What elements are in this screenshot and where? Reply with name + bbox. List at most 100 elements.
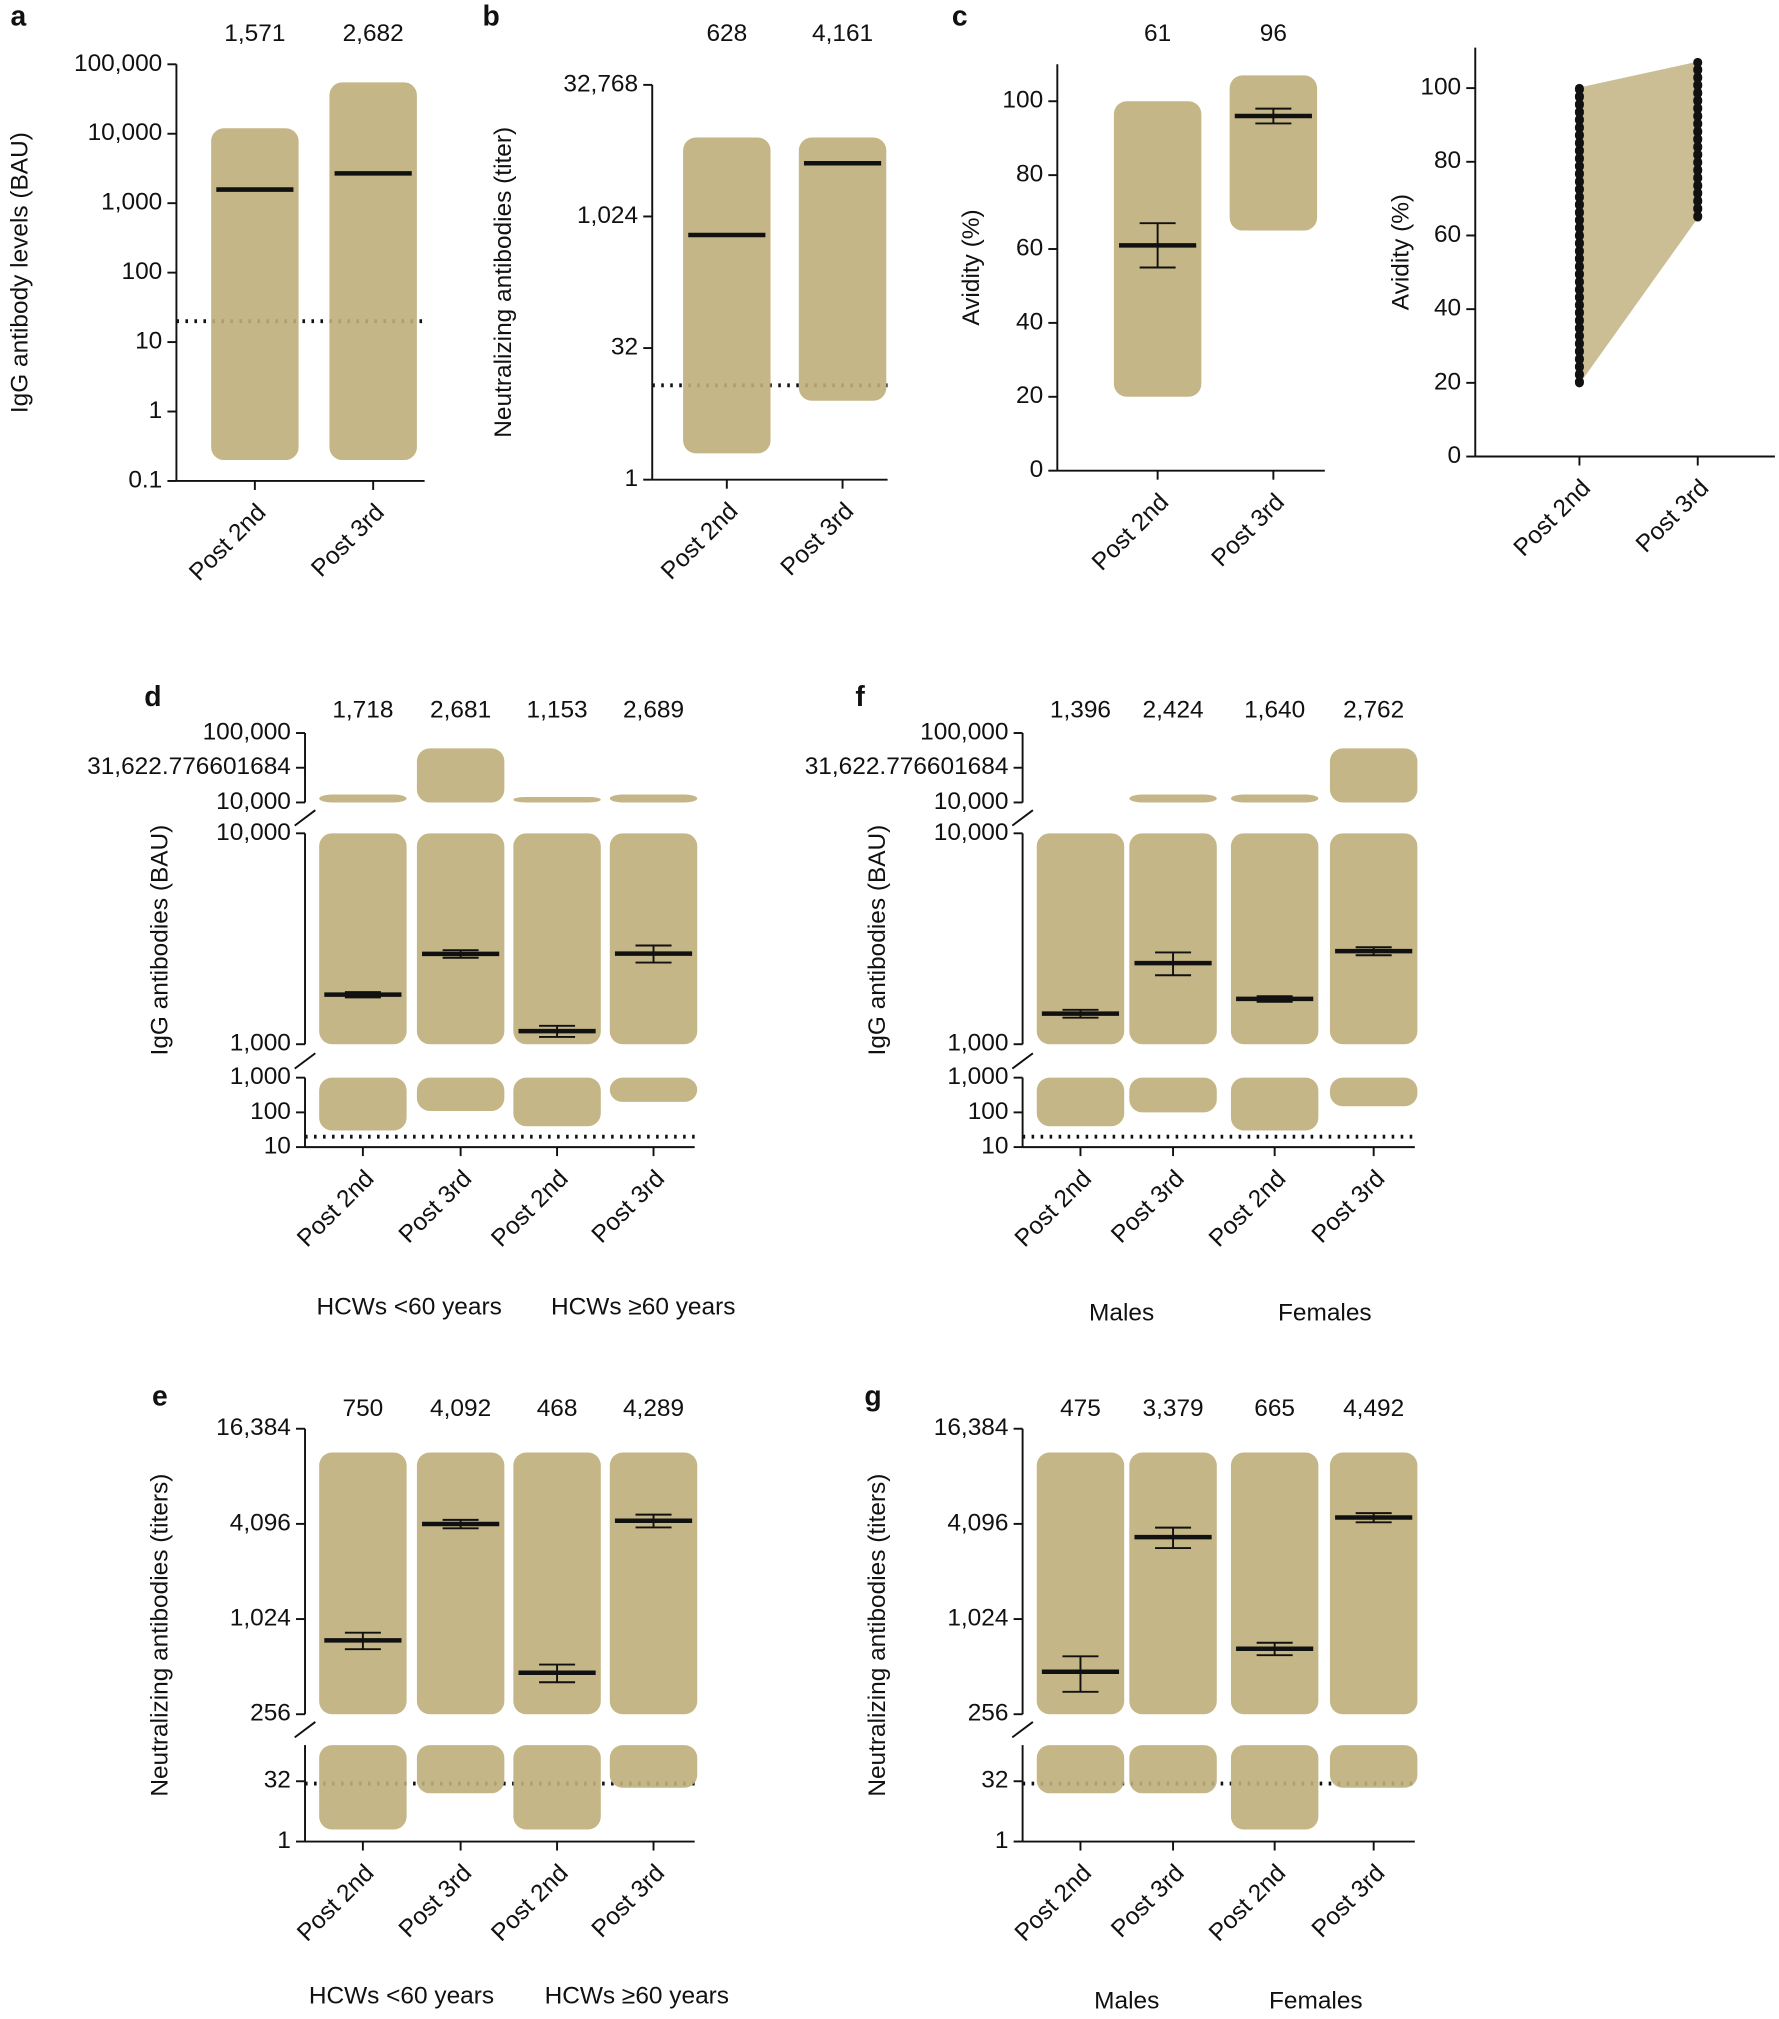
- y-tick-label: 1: [995, 1827, 1009, 1854]
- y-tick-label: 1,024: [947, 1605, 1008, 1632]
- data-spread: [416, 1452, 505, 1715]
- axis-break: [294, 1052, 316, 1070]
- data-spread: [1036, 1077, 1125, 1127]
- x-tick-label: Post 2nd: [1509, 475, 1596, 562]
- y-tick-label: 100,000: [74, 50, 162, 77]
- x-tick-label: Post 2nd: [656, 498, 743, 585]
- x-tick-label: Post 3rd: [306, 499, 389, 582]
- group-label: HCWs <60 years: [317, 1293, 502, 1320]
- mean-label: 96: [1260, 20, 1287, 47]
- paired-lines: [1578, 61, 1699, 385]
- y-tick-label: 31,622.776601684: [87, 753, 291, 780]
- y-tick-label: 60: [1016, 234, 1043, 261]
- y-tick-label: 16,384: [216, 1414, 291, 1441]
- y-tick-label: 10,000: [934, 819, 1009, 846]
- y-tick-label: 1: [624, 465, 638, 492]
- mean-label: 628: [706, 20, 747, 47]
- y-tick-label: 10,000: [216, 819, 291, 846]
- y-tick-label: 256: [250, 1700, 291, 1727]
- x-tick-label: Post 2nd: [1010, 1165, 1097, 1252]
- group-label: Males: [1094, 1988, 1159, 2015]
- mean-label: 4,289: [623, 1395, 684, 1422]
- data-spread: [609, 1452, 698, 1715]
- mean-label: 2,689: [623, 697, 684, 724]
- x-tick-label: Post 3rd: [1106, 1165, 1189, 1248]
- data-spread: [416, 748, 505, 803]
- mean-label: 4,092: [430, 1395, 491, 1422]
- group-label: HCWs <60 years: [309, 1983, 494, 2010]
- mean-label: 1,396: [1050, 697, 1111, 724]
- x-tick-label: Post 3rd: [1206, 489, 1289, 572]
- mean-label: 750: [343, 1395, 384, 1422]
- x-tick-label: Post 3rd: [587, 1860, 670, 1943]
- y-tick-label: 256: [968, 1700, 1009, 1727]
- data-spread: [609, 1077, 698, 1102]
- y-tick-label: 100: [250, 1098, 291, 1125]
- data-spread: [513, 833, 601, 1045]
- data-spread: [319, 833, 407, 1045]
- x-tick-label: Post 3rd: [776, 498, 859, 581]
- data-spread: [1329, 1077, 1418, 1107]
- mean-label: 1,571: [224, 20, 285, 47]
- x-tick-label: Post 3rd: [1307, 1165, 1390, 1248]
- data-spread: [1230, 833, 1319, 1045]
- y-axis-label: Neutralizing antibodies (titer): [490, 127, 517, 438]
- axis-break: [1011, 1052, 1034, 1070]
- y-tick-label: 10: [981, 1133, 1008, 1160]
- x-tick-label: Post 3rd: [394, 1860, 477, 1943]
- mean-label: 1,640: [1244, 697, 1305, 724]
- data-spread: [513, 1452, 601, 1715]
- panel-letter: e: [152, 1379, 168, 1411]
- y-axis-label: IgG antibody levels (BAU): [6, 132, 33, 413]
- mean-label: 3,379: [1142, 1395, 1203, 1422]
- x-tick-label: Post 3rd: [1106, 1860, 1189, 1943]
- y-tick-label: 1: [277, 1827, 291, 1854]
- y-tick-label: 80: [1016, 161, 1043, 188]
- y-tick-label: 31,622.776601684: [805, 753, 1009, 780]
- x-tick-label: Post 2nd: [486, 1860, 573, 1947]
- y-tick-label: 80: [1434, 147, 1461, 174]
- y-tick-label: 1,000: [101, 189, 162, 216]
- panel-letter: b: [482, 0, 499, 31]
- y-tick-label: 1,000: [947, 1063, 1008, 1090]
- data-spread: [319, 1077, 407, 1131]
- y-axis-label: Avidity (%): [1387, 194, 1414, 310]
- y-tick-label: 10,000: [88, 119, 163, 146]
- x-tick-label: Post 2nd: [1010, 1860, 1097, 1947]
- y-tick-label: 100,000: [920, 718, 1008, 745]
- panel-letter: f: [855, 680, 865, 712]
- mean-label: 61: [1144, 20, 1171, 47]
- data-spread: [1129, 833, 1217, 1045]
- y-tick-label: 4,096: [230, 1509, 291, 1536]
- data-spread: [329, 82, 417, 461]
- group-label: Females: [1269, 1988, 1363, 2015]
- x-tick-label: Post 3rd: [587, 1165, 670, 1248]
- y-tick-label: 32: [611, 334, 638, 361]
- data-spread: [1036, 1452, 1125, 1715]
- data-spread: [513, 796, 601, 803]
- y-tick-label: 0: [1448, 442, 1462, 469]
- y-tick-label: 100: [1002, 87, 1043, 114]
- x-tick-label: Post 2nd: [292, 1165, 379, 1252]
- y-tick-label: 1,000: [230, 1030, 291, 1057]
- data-spread: [513, 1745, 601, 1830]
- y-tick-label: 1,000: [230, 1063, 291, 1090]
- x-tick-label: Post 3rd: [1631, 475, 1714, 558]
- group-label: Females: [1278, 1300, 1372, 1327]
- x-tick-label: Post 2nd: [1204, 1860, 1291, 1947]
- x-tick-label: Post 2nd: [292, 1860, 379, 1947]
- y-tick-label: 60: [1434, 221, 1461, 248]
- y-tick-label: 10: [264, 1133, 291, 1160]
- data-spread: [609, 1745, 698, 1788]
- data-spread: [1129, 794, 1217, 803]
- data-spread: [211, 128, 299, 461]
- x-tick-label: Post 3rd: [1307, 1860, 1390, 1943]
- panel-letter: c: [952, 0, 968, 31]
- data-spread: [1230, 1745, 1319, 1830]
- y-tick-label: 32: [264, 1767, 291, 1794]
- y-tick-label: 1,024: [577, 202, 638, 229]
- mean-label: 2,424: [1142, 697, 1203, 724]
- mean-label: 4,161: [812, 20, 873, 47]
- data-spread: [319, 1452, 407, 1715]
- data-spread: [319, 794, 407, 803]
